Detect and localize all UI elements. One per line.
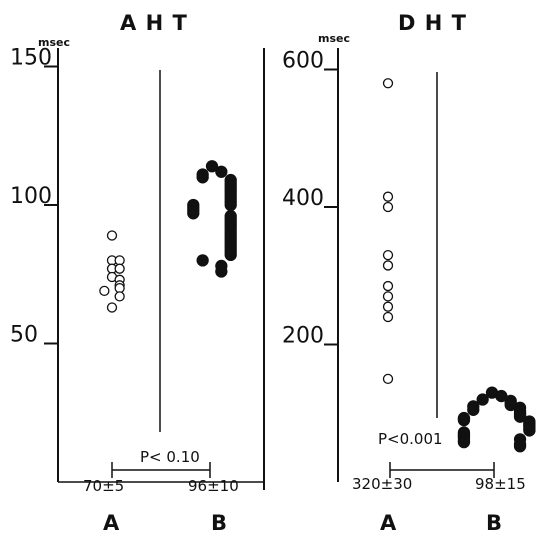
panel-1-a-point-0 [382, 78, 394, 89]
panel-1-b-point-13 [513, 410, 527, 423]
panel-dht-title: D H T [398, 11, 467, 35]
panel-dht-stat-b: 98±15 [475, 475, 526, 493]
panel-0-a-point-4 [114, 263, 125, 274]
panel-1-a-point-1 [382, 191, 394, 202]
panel-0-b-point-0 [205, 160, 219, 173]
chart-marks: 150 100 50 600 400 200 [10, 46, 536, 453]
panel-dht-stat-a: 320±30 [352, 475, 412, 493]
panel-0-a-point-9 [99, 285, 110, 297]
panel-0-a-point-0 [106, 230, 118, 241]
panel-1-b-point-33 [457, 435, 471, 449]
panel-1-a-point-3 [382, 249, 394, 261]
panel-0-tick-label-2: 50 [10, 323, 38, 348]
panel-1-b-point-25 [523, 424, 536, 437]
panel-1-a-point-5 [382, 280, 394, 292]
panel-1-b-point-8 [467, 403, 480, 416]
panel-0-b-point-32 [224, 248, 237, 262]
panel-1-tick-label-0: 600 [282, 49, 324, 74]
panel-0-a-point-2 [114, 255, 125, 266]
panel-aht-category-b: B [211, 511, 227, 535]
panel-0-b-point-35 [215, 265, 228, 278]
panel-0-b-point-13 [224, 198, 237, 212]
panel-1-b-point-16 [457, 413, 471, 427]
panel-1-a-point-6 [382, 291, 394, 302]
panel-dht-category-b: B [486, 511, 502, 535]
panel-0-b-point-33 [196, 254, 209, 267]
panel-1-b-point-1 [495, 389, 508, 403]
panel-aht-stat-b: 96±10 [188, 477, 239, 495]
panel-0-a-point-11 [106, 302, 118, 313]
panel-1-a-point-7 [382, 301, 394, 312]
panel-1-b-point-35 [513, 440, 527, 453]
panel-0-b-point-3 [196, 171, 209, 184]
panel-dht-category-a: A [380, 511, 397, 535]
panel-0-tick-label-1: 100 [10, 184, 52, 209]
panel-0-tick-label-0: 150 [10, 46, 52, 71]
panel-1-tick-label-2: 200 [282, 324, 324, 349]
panel-0-b-point-17 [187, 207, 200, 220]
panel-aht-unit-label: msec [38, 36, 70, 49]
panel-0-a-point-10 [114, 291, 125, 302]
panel-1-a-point-4 [382, 260, 394, 271]
panel-dht: D H T msec P<0.001 320±30 98±15 A B [318, 11, 526, 535]
panel-aht-title: A H T [120, 11, 188, 35]
panel-1-a-point-9 [382, 373, 394, 385]
panel-1-a-point-8 [382, 311, 394, 323]
panel-dht-unit-label: msec [318, 32, 350, 45]
panel-1-a-point-2 [382, 201, 394, 213]
panel-1-tick-label-1: 400 [282, 186, 324, 211]
panel-0-b-point-1 [215, 165, 228, 178]
panel-aht: A H T msec P< 0.10 70±5 96±10 A B [38, 11, 265, 535]
panel-1-b-point-2 [476, 393, 489, 406]
panel-aht-p-value: P< 0.10 [140, 448, 200, 466]
panel-aht-category-a: A [103, 511, 120, 535]
panel-aht-stat-a: 70±5 [83, 477, 124, 495]
panel-0-a-point-8 [114, 282, 125, 294]
panel-dht-p-value: P<0.001 [378, 430, 443, 448]
